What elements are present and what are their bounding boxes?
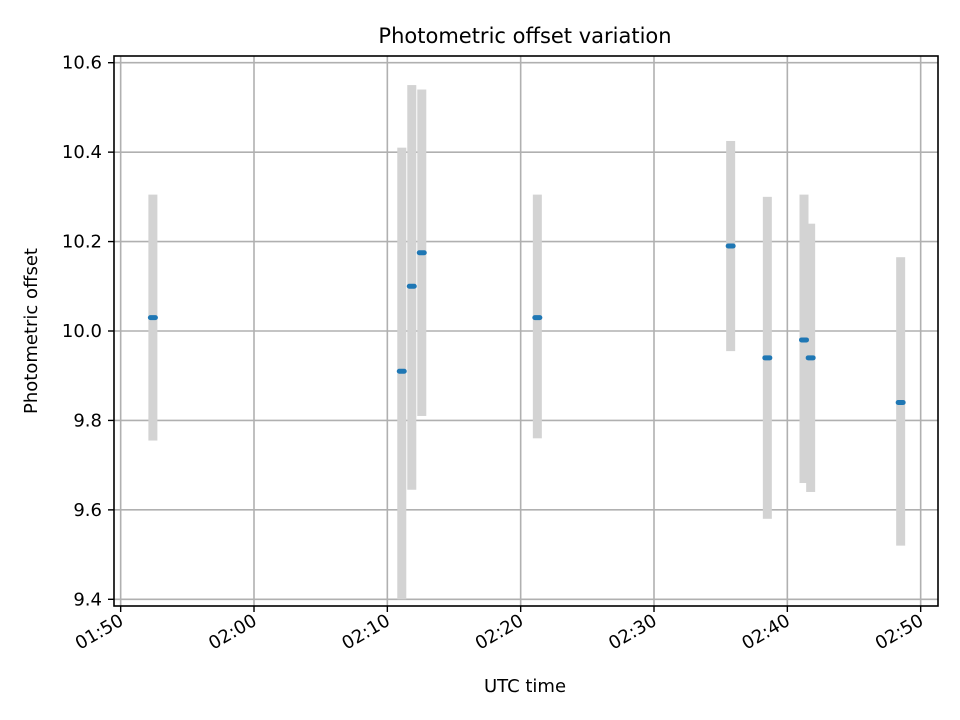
y-tick-label: 10.0: [62, 321, 102, 342]
y-tick-label: 10.4: [62, 142, 102, 163]
errorbar-layer: [148, 85, 906, 600]
data-point: [762, 355, 773, 361]
x-axis-label: UTC time: [484, 676, 566, 697]
grid-layer: [114, 56, 938, 606]
data-point: [416, 250, 427, 256]
data-point: [725, 243, 736, 249]
y-tick-label: 10.6: [62, 53, 102, 74]
data-point: [396, 368, 407, 374]
tick-layer: 01:50 02:00 02:10 02:20 02:30 02:40 02:50 9.4 9.…: [62, 53, 927, 655]
data-point: [805, 355, 816, 361]
y-tick-label: 9.6: [73, 500, 102, 521]
data-point: [532, 315, 543, 321]
data-point: [895, 400, 906, 406]
x-tick-label: 01:50: [72, 610, 127, 654]
y-tick-label: 10.2: [62, 232, 102, 253]
y-tick-label: 9.8: [73, 410, 102, 431]
x-tick-label: 02:20: [472, 610, 527, 654]
x-tick-label: 02:10: [338, 610, 393, 654]
x-tick-label: 02:30: [605, 610, 660, 654]
data-point: [406, 283, 417, 289]
x-tick-label: 02:40: [738, 610, 793, 654]
y-tick-label: 9.4: [73, 589, 102, 610]
y-axis-label: Photometric offset: [21, 248, 42, 414]
data-point: [799, 337, 809, 343]
x-tick-label: 02:50: [872, 610, 927, 654]
chart-title: Photometric offset variation: [378, 24, 671, 48]
x-tick-label: 02:00: [205, 610, 260, 654]
point-layer: [147, 243, 906, 406]
data-point: [147, 315, 158, 321]
